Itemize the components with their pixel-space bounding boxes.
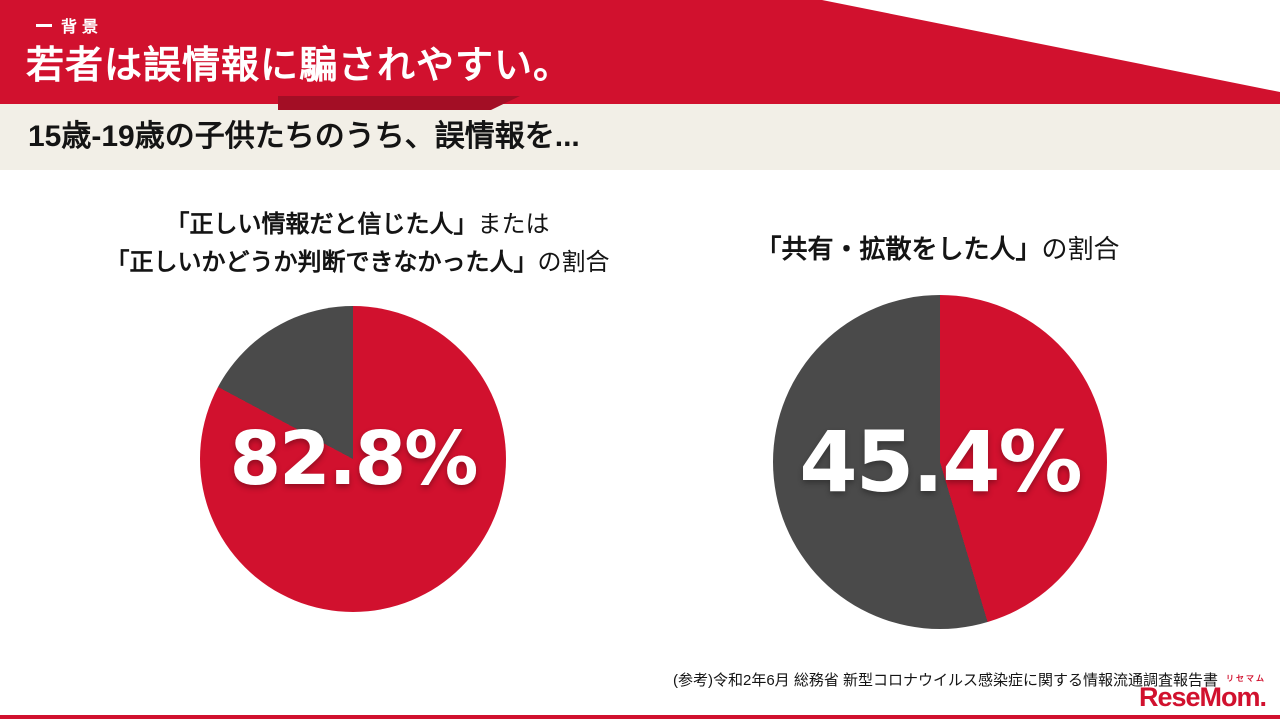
source-note: (参考)令和2年6月 総務省 新型コロナウイルス感染症に関する情報流通調査報告書	[672, 672, 1218, 689]
right-caption-bold: 「共有・拡散をした人」	[755, 234, 1042, 264]
dash-icon	[36, 23, 52, 27]
right-pie-value: 45.4%	[799, 413, 1082, 511]
left-pie-chart: 82.8%	[200, 306, 506, 612]
right-chart-caption: 「共有・拡散をした人」の割合	[655, 230, 1220, 268]
section-tag-label: 背景	[61, 19, 104, 36]
slide-subtitle: 15歳-19歳の子供たちのうち、誤情報を...	[28, 120, 580, 153]
subtitle-band: 15歳-19歳の子供たちのうち、誤情報を...	[0, 104, 1280, 170]
left-caption-line1: 「正しい情報だと信じた人」または	[85, 206, 630, 244]
resemom-logo-katakana: リセマム	[1226, 674, 1266, 683]
right-caption-regular: の割合	[1041, 234, 1120, 264]
right-caption-line: 「共有・拡散をした人」の割合	[655, 230, 1220, 268]
right-pie-chart: 45.4%	[773, 295, 1107, 629]
left-caption-line2-regular: の割合	[537, 249, 610, 276]
left-caption-line2: 「正しいかどうか判断できなかった人」の割合	[85, 244, 630, 282]
left-pie-value: 82.8%	[229, 416, 479, 502]
header-fold-accent	[278, 96, 520, 110]
left-caption-line2-bold: 「正しいかどうか判断できなかった人」	[105, 249, 538, 276]
resemom-logo: リセマム ReseMom.	[1138, 674, 1267, 712]
section-tag: 背景	[36, 13, 103, 37]
resemom-logo-text: ReseMom.	[1138, 682, 1267, 712]
slide-title: 若者は誤情報に騙されやすい。	[26, 45, 573, 87]
bottom-red-bar	[0, 715, 1280, 719]
left-chart-caption: 「正しい情報だと信じた人」または 「正しいかどうか判断できなかった人」の割合	[85, 206, 630, 282]
left-caption-line1-bold: 「正しい情報だと信じた人」	[165, 211, 478, 238]
left-caption-line1-regular: または	[477, 211, 550, 238]
